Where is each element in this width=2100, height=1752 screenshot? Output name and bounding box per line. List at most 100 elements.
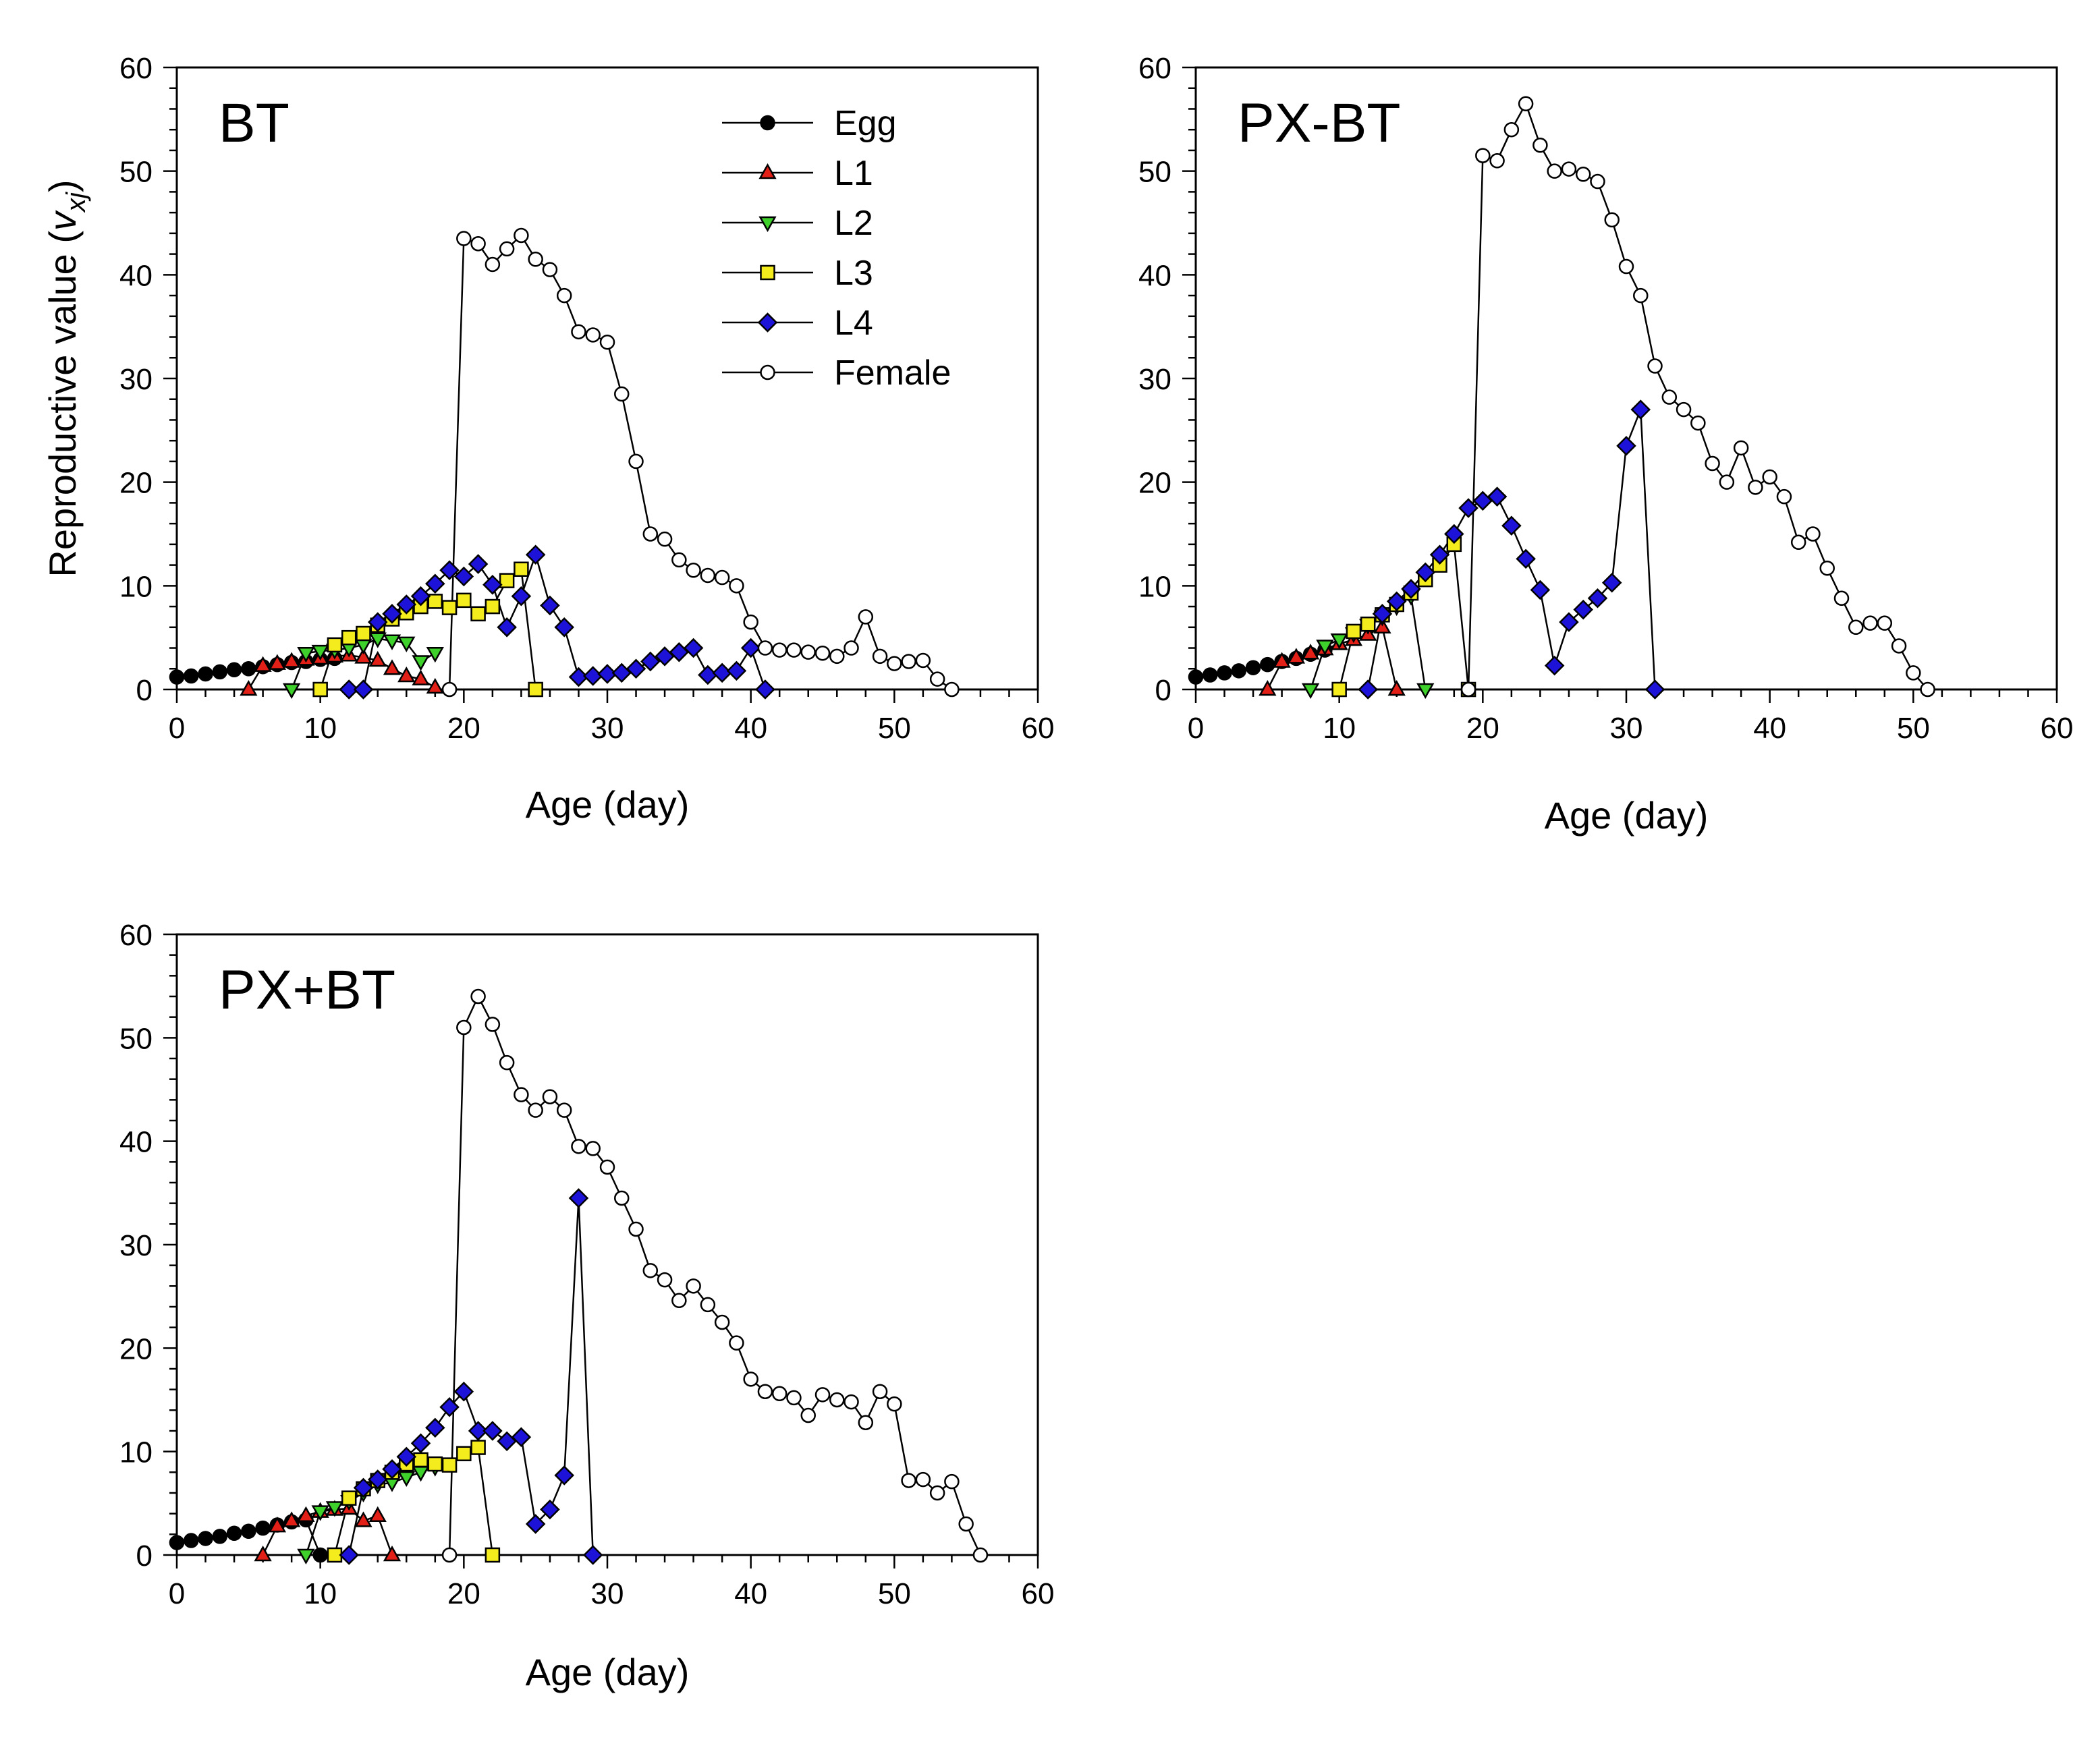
point-female (470, 988, 486, 1005)
point-l4 (683, 638, 704, 658)
point-female (657, 1272, 673, 1288)
point-l3 (327, 637, 343, 653)
point-l4 (1601, 572, 1622, 593)
panel-px-bt: 0 10 20 30 40 50 60 0 10 20 30 40 50 60 Age (day) PX-BT (1138, 52, 2073, 837)
point-l1 (354, 1511, 372, 1527)
point-female (542, 262, 558, 277)
point-l3 (1346, 623, 1362, 640)
point-l4 (353, 679, 374, 700)
x-tick-label: 50 (878, 712, 911, 745)
point-female (786, 1390, 802, 1406)
x-tick-label: 50 (1897, 712, 1930, 745)
legend-marker-l2 (758, 216, 777, 233)
x-tick-label: 10 (304, 712, 337, 745)
point-l2 (297, 646, 315, 663)
legend-marker-l3 (760, 264, 775, 281)
x-tick-label: 0 (1188, 712, 1204, 745)
point-female (1532, 138, 1548, 153)
point-female (729, 1335, 744, 1351)
point-egg (169, 669, 185, 685)
point-female (499, 241, 515, 257)
point-female (671, 1293, 687, 1309)
point-l1 (383, 1545, 402, 1562)
point-l3 (312, 681, 328, 698)
point-female (642, 1263, 659, 1278)
point-female (915, 652, 931, 669)
point-egg (184, 1533, 199, 1548)
point-female (929, 1485, 945, 1501)
point-l1 (268, 654, 287, 670)
point-female (1647, 358, 1663, 374)
point-l2 (1330, 633, 1348, 650)
point-female (686, 563, 701, 578)
point-female (1561, 161, 1577, 177)
point-female (858, 1415, 874, 1430)
point-l1 (354, 648, 372, 664)
point-l2 (1416, 683, 1435, 700)
point-female (599, 334, 615, 350)
legend-label-l4: L4 (834, 304, 873, 343)
point-l4 (640, 651, 661, 672)
legend-label-l1: L1 (834, 154, 873, 193)
point-female (456, 231, 472, 246)
point-l4 (1587, 588, 1608, 609)
point-l4 (511, 1427, 532, 1447)
point-female (771, 642, 787, 658)
point-l4 (568, 1188, 589, 1208)
point-female (614, 386, 630, 402)
point-female (614, 1190, 630, 1206)
y-tick-label: 20 (119, 467, 153, 500)
point-l4 (755, 679, 775, 700)
point-female (514, 1087, 529, 1102)
point-egg (312, 1547, 328, 1563)
point-female (599, 1159, 615, 1175)
legend-label-l2: L2 (834, 204, 873, 243)
point-l4 (482, 1421, 503, 1441)
x-tick-label: 30 (591, 1577, 624, 1610)
y-tick-label: 20 (119, 1332, 153, 1365)
point-egg (212, 664, 228, 680)
point-female (585, 327, 601, 343)
point-female (671, 552, 687, 568)
point-l4 (1401, 579, 1421, 599)
point-female (858, 609, 874, 625)
panel-label-bt: BT (219, 92, 289, 154)
point-l3 (485, 1547, 501, 1563)
point-female (887, 656, 902, 671)
point-female (686, 1278, 701, 1294)
point-l3 (499, 573, 515, 588)
point-l1 (368, 650, 387, 667)
point-female (800, 644, 816, 660)
y-tick-label: 10 (119, 1436, 153, 1469)
point-female (829, 1392, 845, 1408)
x-tick-label: 10 (1323, 712, 1356, 745)
point-l2 (311, 1505, 329, 1521)
point-female (743, 614, 758, 630)
point-l2 (282, 683, 301, 700)
y-tick-label: 10 (119, 570, 153, 603)
point-female (901, 654, 916, 669)
point-l2 (397, 1471, 416, 1488)
point-l4 (1559, 612, 1579, 632)
y-tick-label: 30 (119, 363, 153, 396)
x-tick-label: 60 (1022, 1577, 1055, 1610)
point-female (585, 1141, 601, 1156)
point-female (929, 671, 945, 687)
point-l3 (1360, 616, 1376, 632)
point-female (1719, 474, 1735, 490)
x-tick-label: 0 (169, 712, 185, 745)
point-female (1790, 534, 1806, 550)
legend: Egg L1 L2 L3 L4 Female (722, 104, 951, 393)
y-axis-title-close: ) (41, 179, 84, 192)
point-female (786, 642, 802, 658)
point-egg (1188, 669, 1204, 685)
point-female (1604, 212, 1620, 228)
point-female (1776, 488, 1792, 505)
point-female (844, 1394, 859, 1410)
point-l1 (397, 666, 416, 683)
point-l4 (339, 679, 359, 700)
point-female (972, 1547, 989, 1563)
point-l4 (568, 667, 589, 687)
point-female (571, 324, 586, 340)
point-l1 (1301, 644, 1320, 660)
